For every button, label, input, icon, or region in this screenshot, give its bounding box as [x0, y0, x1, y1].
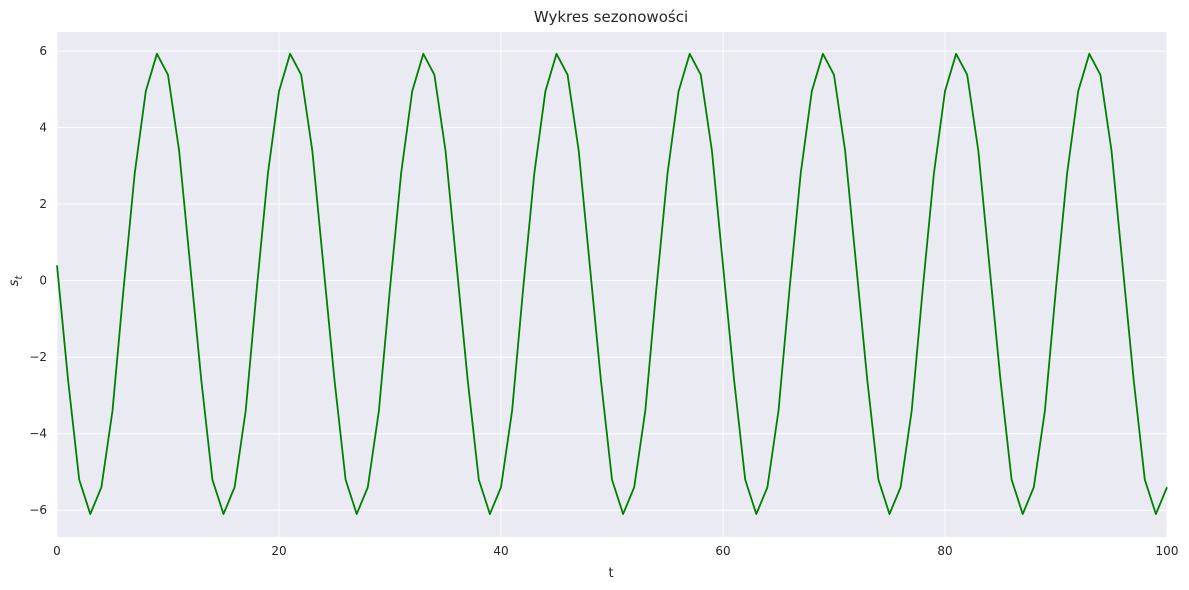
x-tick-label: 0	[53, 544, 61, 558]
y-axis-label-main: s	[7, 279, 22, 286]
x-tick-label: 40	[493, 544, 508, 558]
chart-title: Wykres sezonowości	[534, 8, 688, 26]
y-tick-label: 2	[39, 197, 47, 211]
x-tick-label: 80	[937, 544, 952, 558]
grid-lines	[56, 32, 1168, 537]
y-tick-label: 6	[39, 44, 47, 58]
y-tick-label: −4	[29, 427, 47, 441]
y-tick-label: −6	[29, 503, 47, 517]
x-tick-label: 100	[1156, 544, 1179, 558]
y-axis-label-sub: t	[14, 275, 25, 280]
x-axis-ticks: 0 20 40 60 80 100	[53, 544, 1178, 558]
x-tick-label: 60	[715, 544, 730, 558]
x-tick-label: 20	[271, 544, 286, 558]
seasonality-series-line	[56, 52, 1168, 515]
y-tick-label: 4	[39, 121, 47, 135]
y-tick-label: 0	[39, 274, 47, 288]
x-axis-label: t	[608, 566, 613, 581]
plot-area	[57, 32, 1167, 537]
series-group	[56, 52, 1168, 515]
y-axis-ticks: −6 −4 −2 0 2 4 6	[29, 44, 47, 517]
y-axis-label: st	[7, 275, 25, 287]
y-tick-label: −2	[29, 350, 47, 364]
